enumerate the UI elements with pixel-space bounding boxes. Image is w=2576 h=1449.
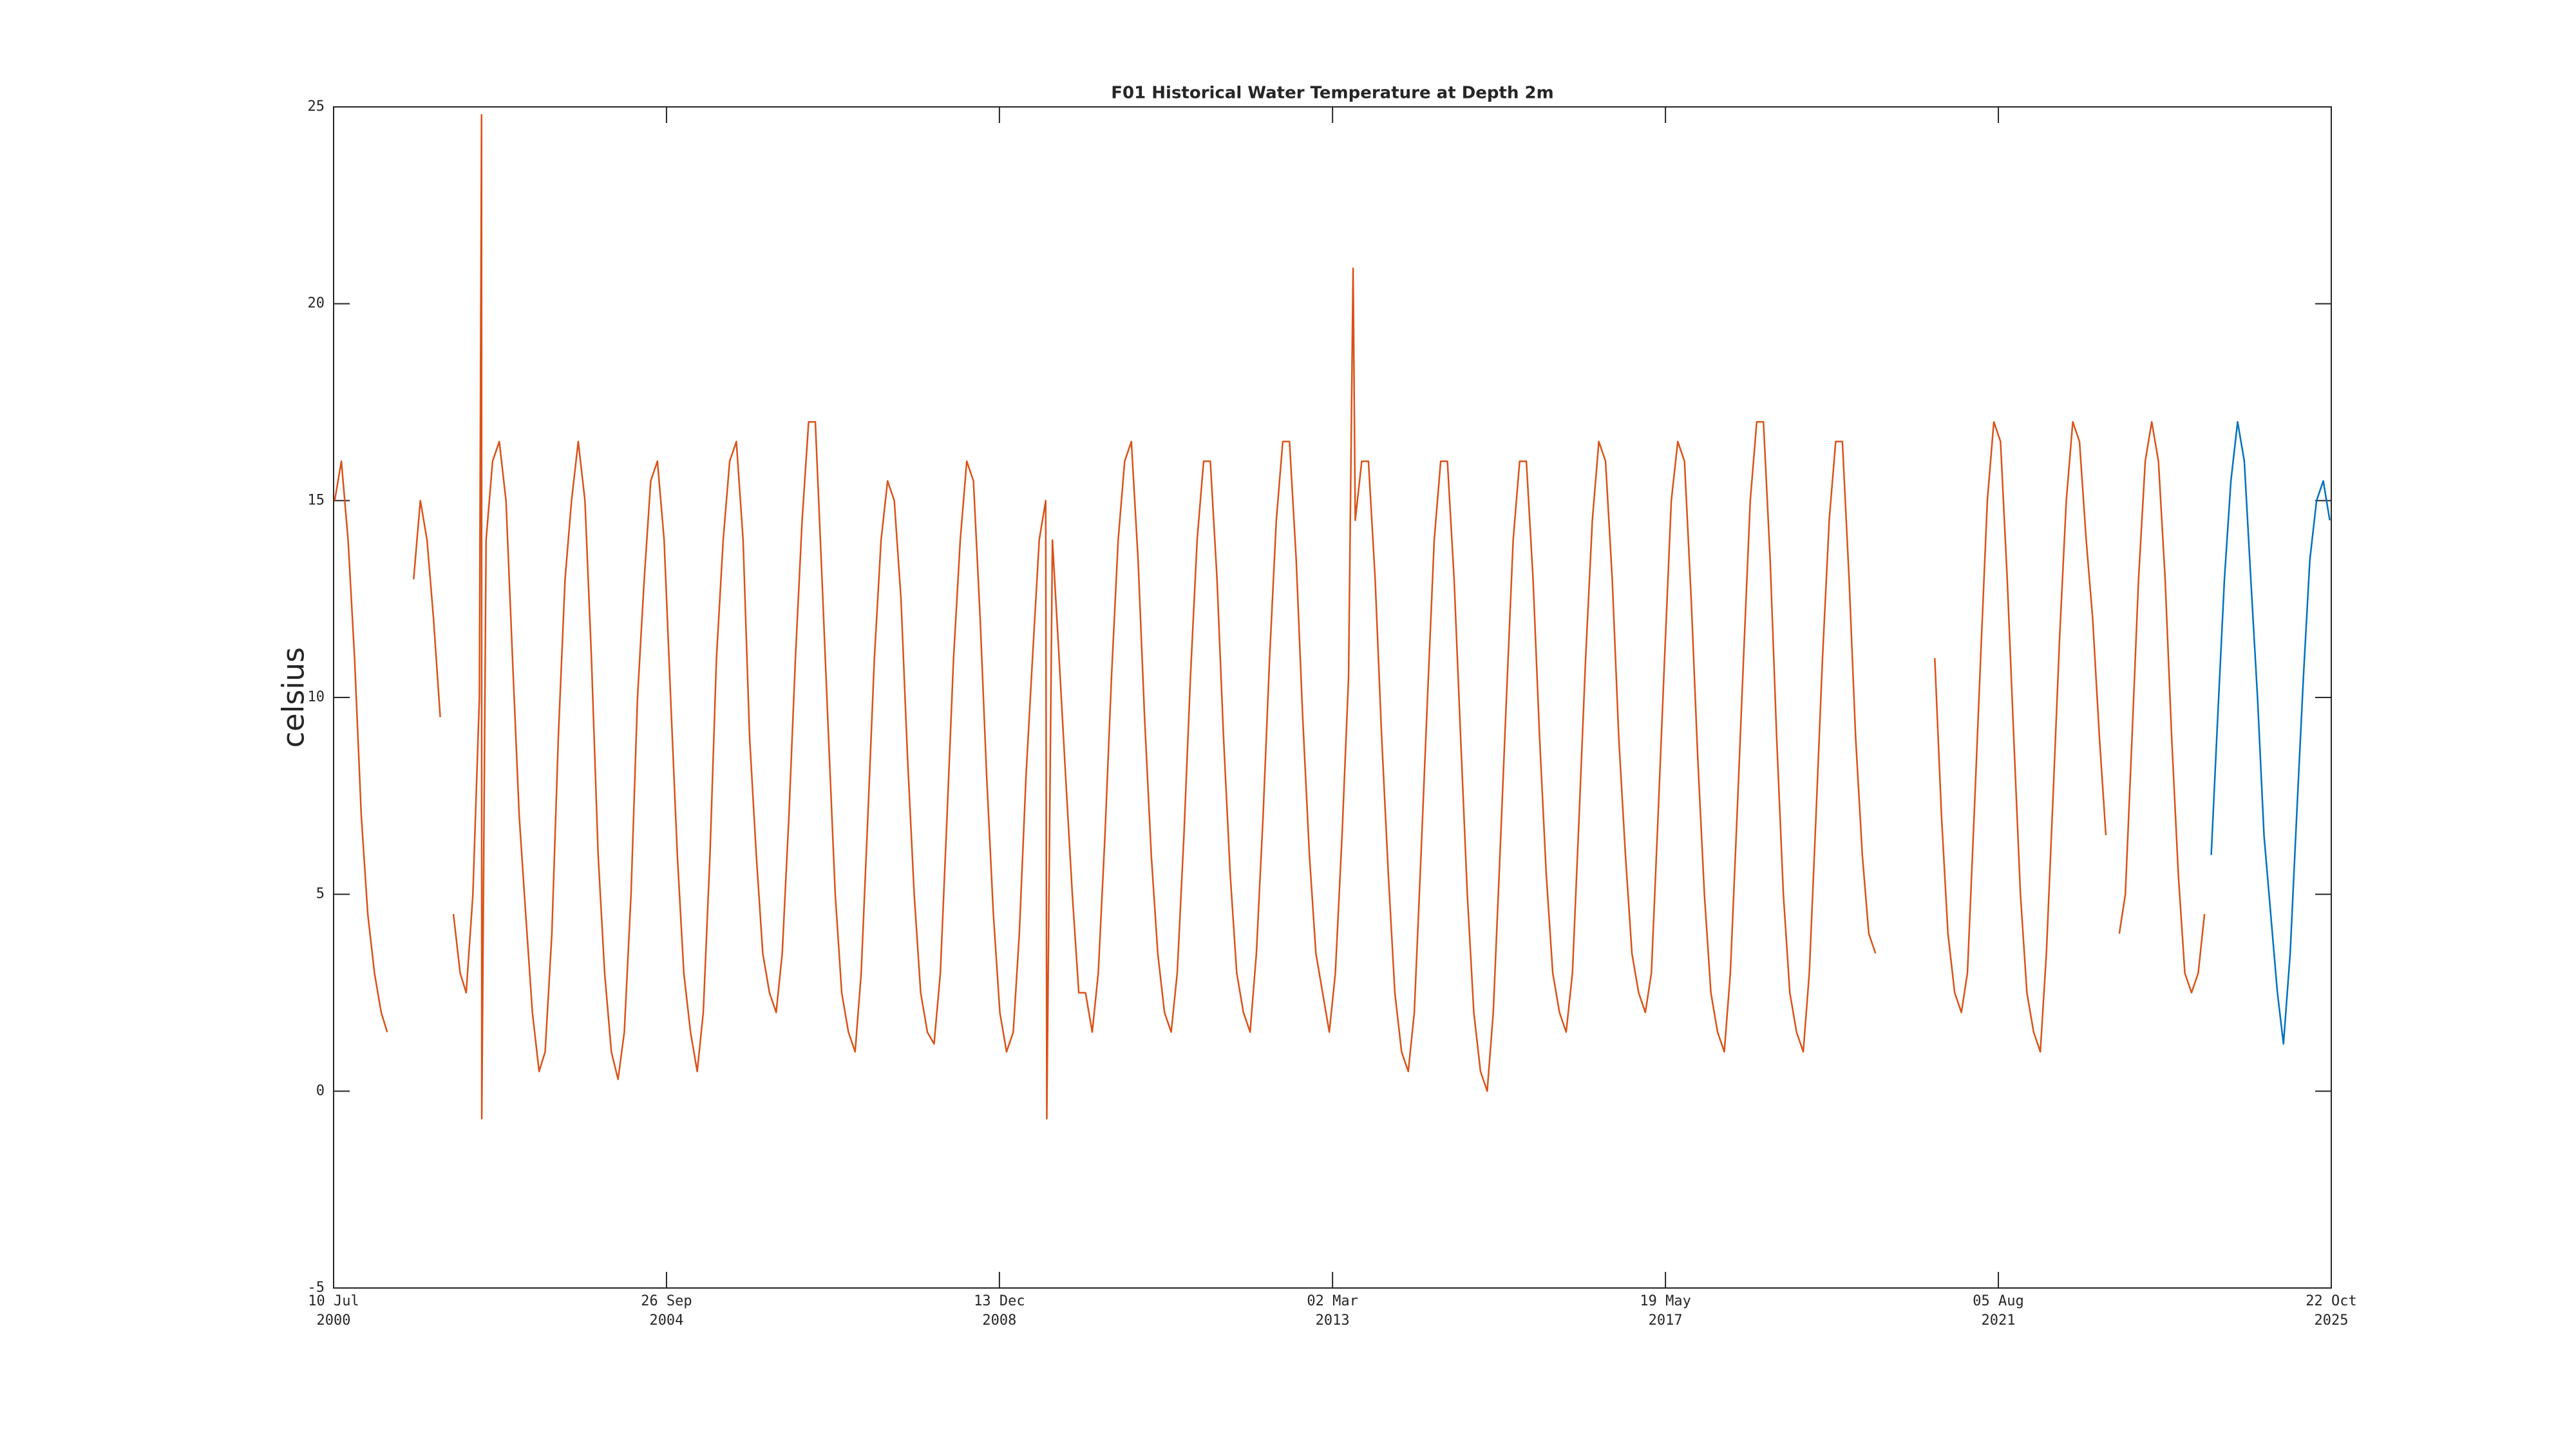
y-tick-label: 20 <box>308 296 325 312</box>
y-tick-label: 0 <box>316 1083 325 1099</box>
y-tick-label: 15 <box>308 492 325 508</box>
x-tick-label: 22 Oct 2025 <box>2306 1293 2357 1329</box>
y-tick-label: 5 <box>316 886 325 902</box>
chart-title: F01 Historical Water Temperature at Dept… <box>1111 84 1553 103</box>
y-axis-label: celsius <box>276 647 311 748</box>
y-tick-label: 10 <box>308 689 325 705</box>
axes-box <box>333 106 2332 1289</box>
y-tick-label: 25 <box>308 99 325 115</box>
x-tick-label: 02 Mar 2013 <box>1307 1293 1358 1329</box>
data-line <box>334 113 2206 1120</box>
x-tick-label: 13 Dec 2008 <box>974 1293 1025 1329</box>
data-line <box>2210 421 2331 1045</box>
y-tick-label: -5 <box>308 1280 325 1296</box>
x-tick-label: 10 Jul 2000 <box>308 1293 359 1329</box>
x-tick-label: 19 May 2017 <box>1640 1293 1691 1329</box>
x-tick-label: 05 Aug 2021 <box>1973 1293 2024 1329</box>
x-tick-label: 26 Sep 2004 <box>641 1293 692 1329</box>
